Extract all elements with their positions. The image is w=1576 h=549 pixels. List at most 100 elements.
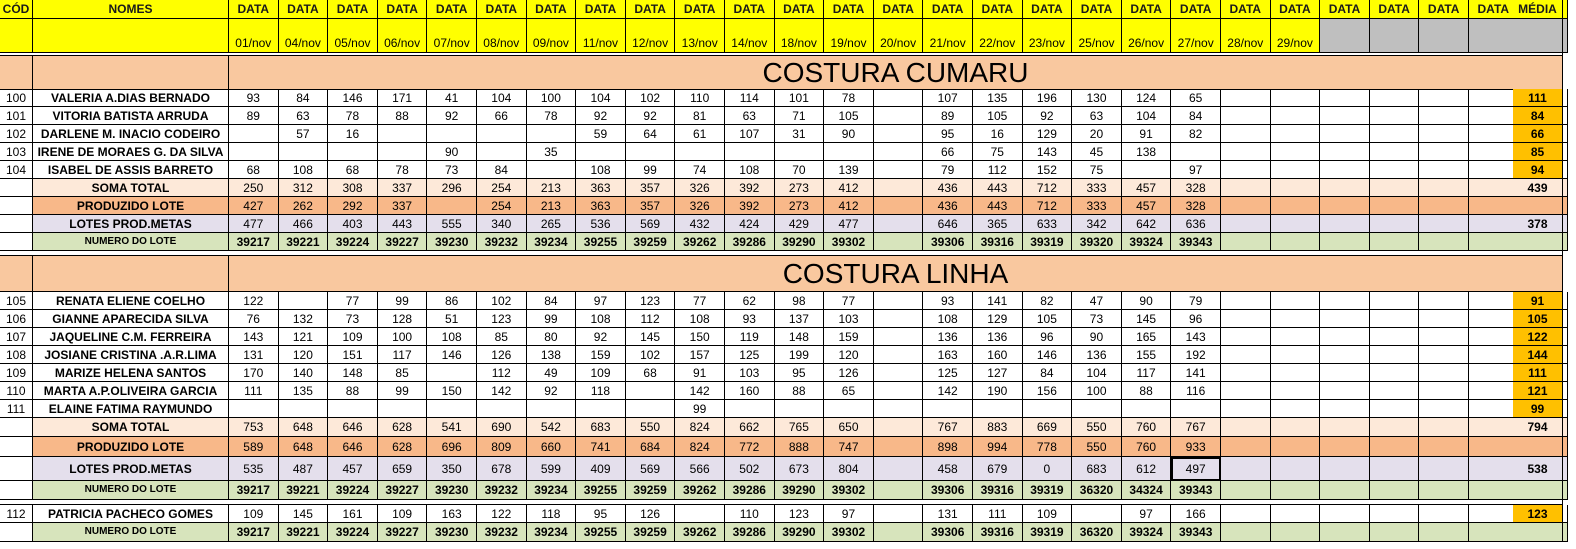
data-cell[interactable] [1419,143,1469,161]
summary-cell[interactable] [873,233,924,251]
summary-cell[interactable]: 696 [427,437,477,457]
header-data-16[interactable]: DATA [973,0,1023,19]
summary-cell[interactable]: 888 [774,437,825,457]
data-cell[interactable] [1369,382,1420,400]
summary-cell[interactable]: 350 [427,457,477,481]
summary-cell[interactable]: 39232 [477,481,527,500]
data-cell[interactable] [477,125,527,143]
summary-cell[interactable]: 39259 [625,523,676,542]
data-cell[interactable] [1320,310,1370,328]
header-blank[interactable] [1513,19,1563,53]
data-cell[interactable] [1320,505,1370,523]
data-cell[interactable] [1419,382,1469,400]
data-cell[interactable] [278,292,329,310]
data-cell[interactable]: 108 [576,310,626,328]
media-cell[interactable]: 121 [1513,382,1563,400]
worker-name[interactable]: RENATA ELIENE COELHO [33,292,229,310]
data-cell[interactable]: 92 [526,382,577,400]
summary-media[interactable]: 794 [1513,418,1563,437]
summary-cell[interactable]: 39290 [774,233,825,251]
data-cell[interactable] [973,400,1023,418]
data-cell[interactable]: 101 [774,89,825,107]
header-data-10[interactable]: DATA [675,0,725,19]
summary-cell[interactable]: 39217 [229,233,279,251]
summary-cell[interactable]: 292 [328,197,378,215]
data-cell[interactable] [1469,292,1519,310]
data-cell[interactable]: 126 [824,364,874,382]
date-header[interactable]: 27/nov [1171,19,1221,53]
worker-code[interactable]: 100 [0,89,33,107]
data-cell[interactable]: 64 [625,125,676,143]
summary-cell[interactable]: 273 [774,179,825,197]
data-cell[interactable] [1369,328,1420,346]
summary-cell[interactable]: 39286 [725,233,775,251]
summary-label[interactable]: LOTES PROD.METAS [33,215,229,233]
data-cell[interactable] [377,400,428,418]
summary-cell[interactable]: 542 [526,418,577,437]
summary-cell[interactable]: 273 [774,197,825,215]
summary-cell[interactable]: 39232 [477,233,527,251]
data-cell[interactable]: 90 [824,125,874,143]
summary-cell[interactable]: 39343 [1171,523,1221,542]
summary-cell[interactable]: 427 [229,197,279,215]
summary-cell[interactable]: 477 [824,215,874,233]
media-cell[interactable]: 123 [1513,505,1563,523]
summary-cell[interactable] [1469,215,1519,233]
summary-cell[interactable]: 39217 [229,523,279,542]
summary-cell[interactable]: 36320 [1072,523,1122,542]
data-cell[interactable]: 136 [973,328,1023,346]
data-cell[interactable]: 99 [625,161,676,179]
summary-cell[interactable]: 650 [824,418,874,437]
data-cell[interactable] [725,143,775,161]
data-cell[interactable]: 16 [973,125,1023,143]
summary-cell[interactable]: 39224 [328,523,378,542]
data-cell[interactable]: 66 [923,143,973,161]
data-cell[interactable]: 145 [278,505,329,523]
summary-cell[interactable]: 39230 [427,481,477,500]
summary-cell[interactable]: 39343 [1171,233,1221,251]
worker-name[interactable]: MARIZE HELENA SANTOS [33,364,229,382]
summary-cell[interactable] [1270,179,1321,197]
header-cod[interactable]: CÓD [0,0,33,19]
date-header[interactable]: 12/nov [625,19,676,53]
data-cell[interactable]: 146 [328,89,378,107]
summary-cell[interactable]: 403 [328,215,378,233]
data-cell[interactable] [625,143,676,161]
summary-cell[interactable] [1320,215,1370,233]
data-cell[interactable]: 163 [427,505,477,523]
summary-cell[interactable]: 262 [278,197,329,215]
data-cell[interactable]: 126 [477,346,527,364]
data-cell[interactable]: 104 [477,89,527,107]
data-cell[interactable] [1419,400,1469,418]
header-data-3[interactable]: DATA [328,0,378,19]
data-cell[interactable] [1221,161,1271,179]
summary-cell[interactable]: 599 [526,457,577,481]
summary-cell[interactable]: 39262 [675,523,725,542]
data-cell[interactable]: 166 [1171,505,1221,523]
data-cell[interactable] [1369,346,1420,364]
data-cell[interactable]: 118 [526,505,577,523]
summary-cell[interactable]: 760 [1121,418,1172,437]
data-cell[interactable] [1320,107,1370,125]
data-cell[interactable]: 165 [1121,328,1172,346]
header-blank[interactable] [0,19,33,53]
summary-cell[interactable]: 646 [923,215,973,233]
summary-cell[interactable]: 39227 [377,481,428,500]
summary-cell[interactable]: 39302 [824,481,874,500]
summary-cell[interactable]: 213 [526,179,577,197]
data-cell[interactable] [873,328,924,346]
data-cell[interactable]: 97 [824,505,874,523]
summary-cell[interactable] [1270,457,1321,481]
date-header[interactable]: 13/nov [675,19,725,53]
data-cell[interactable] [873,364,924,382]
worker-code[interactable]: 107 [0,328,33,346]
data-cell[interactable]: 104 [1072,364,1122,382]
data-cell[interactable] [1221,107,1271,125]
data-cell[interactable]: 99 [526,310,577,328]
summary-cell[interactable]: 39259 [625,481,676,500]
data-cell[interactable]: 141 [973,292,1023,310]
summary-cell[interactable]: 443 [973,197,1023,215]
data-cell[interactable]: 77 [675,292,725,310]
summary-cell[interactable]: 555 [427,215,477,233]
data-cell[interactable]: 123 [774,505,825,523]
